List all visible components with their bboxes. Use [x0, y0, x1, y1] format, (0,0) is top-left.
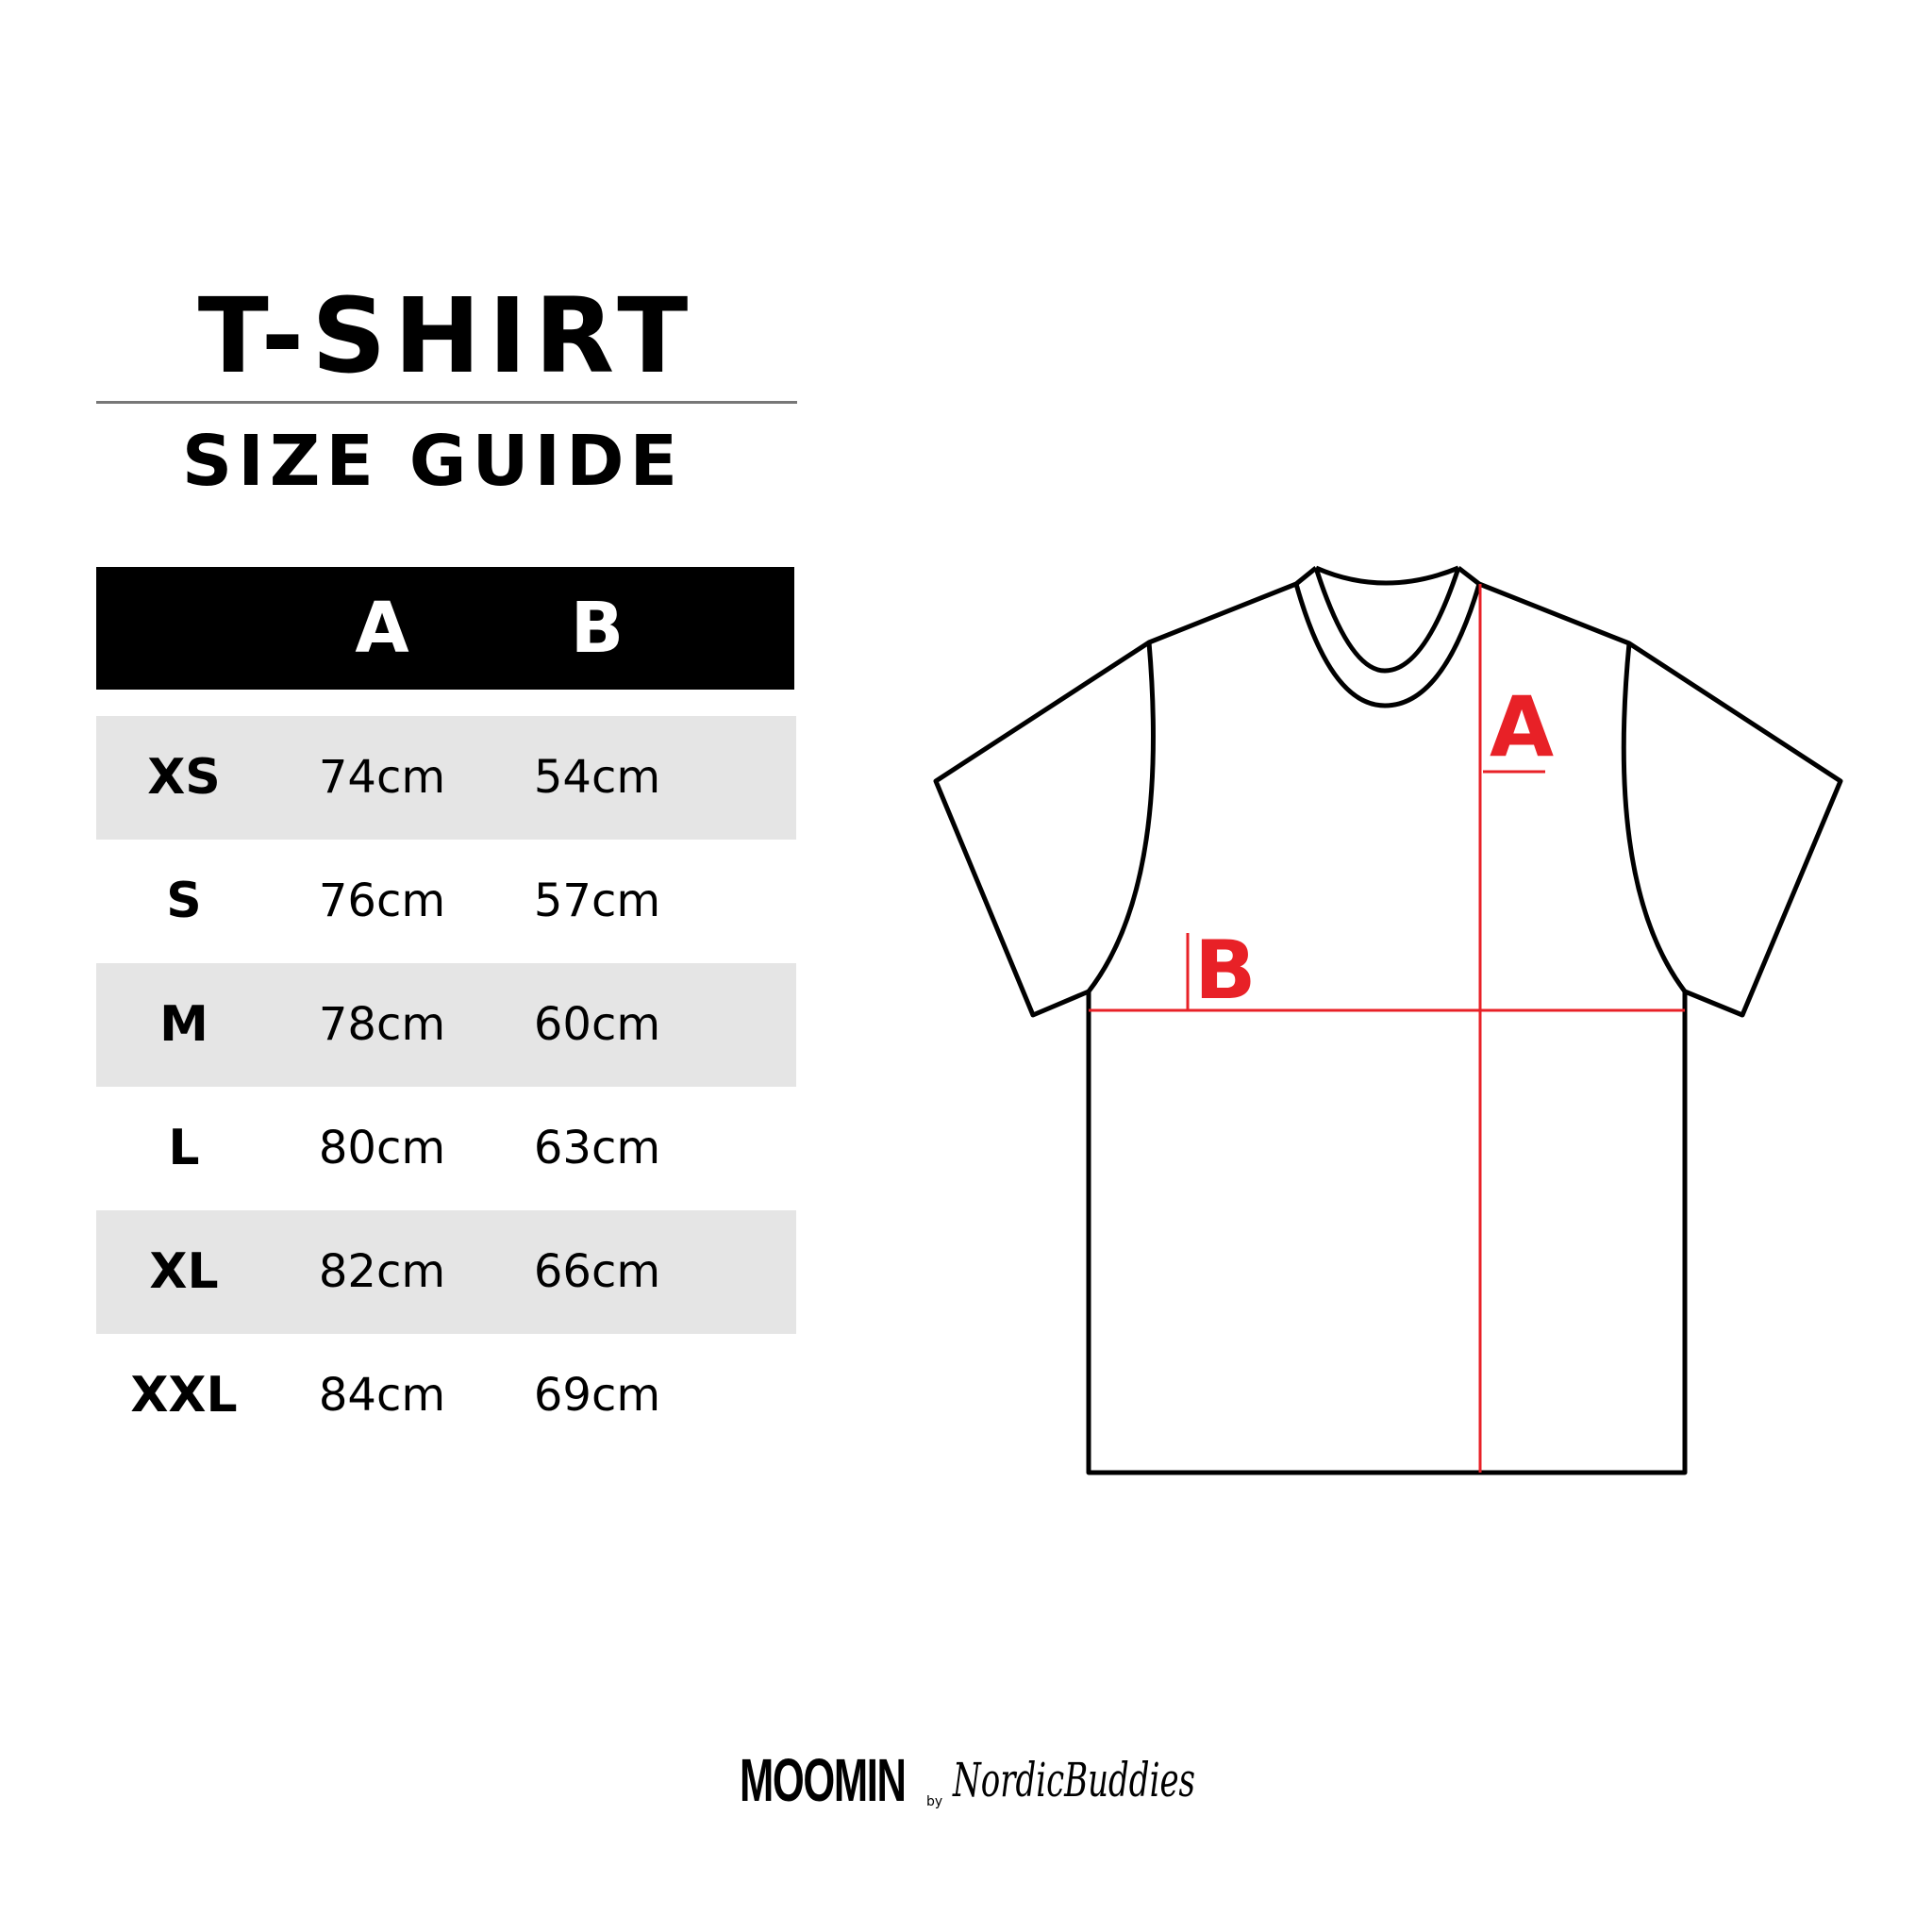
- b-cell: 54cm: [533, 751, 661, 804]
- size-cell: L: [168, 1120, 200, 1176]
- label-b: B: [1194, 924, 1257, 1018]
- page-subtitle: SIZE GUIDE: [181, 421, 684, 502]
- size-cell: XS: [147, 749, 221, 806]
- label-a: A: [1490, 678, 1554, 775]
- page-title: T-SHIRT: [197, 275, 696, 396]
- table-row: XS 74cm 54cm: [96, 716, 796, 840]
- title-divider: [96, 401, 797, 404]
- header-b: B: [570, 588, 625, 669]
- table-row: XL 82cm 66cm: [96, 1210, 796, 1334]
- table-row: XXL 84cm 69cm: [96, 1334, 796, 1457]
- table-header: A B: [96, 567, 794, 690]
- a-cell: 82cm: [318, 1245, 446, 1298]
- size-cell: XXL: [130, 1367, 238, 1424]
- table-row: S 76cm 57cm: [96, 840, 796, 963]
- tshirt-outline: [933, 565, 1843, 1475]
- b-cell: 69cm: [533, 1369, 661, 1422]
- table-row: M 78cm 60cm: [96, 963, 796, 1087]
- b-cell: 57cm: [533, 874, 661, 927]
- size-cell: XL: [149, 1243, 219, 1300]
- table-row: L 80cm 63cm: [96, 1087, 796, 1210]
- b-cell: 60cm: [533, 998, 661, 1051]
- a-cell: 84cm: [318, 1369, 446, 1422]
- b-cell: 66cm: [533, 1245, 661, 1298]
- header-a: A: [355, 588, 409, 669]
- a-cell: 78cm: [318, 998, 446, 1051]
- a-cell: 74cm: [318, 751, 446, 804]
- b-cell: 63cm: [533, 1122, 661, 1174]
- size-cell: M: [159, 996, 208, 1053]
- measurement-lines: [1089, 584, 1685, 1473]
- size-cell: S: [166, 873, 202, 929]
- a-cell: 76cm: [318, 874, 446, 927]
- a-cell: 80cm: [318, 1122, 446, 1174]
